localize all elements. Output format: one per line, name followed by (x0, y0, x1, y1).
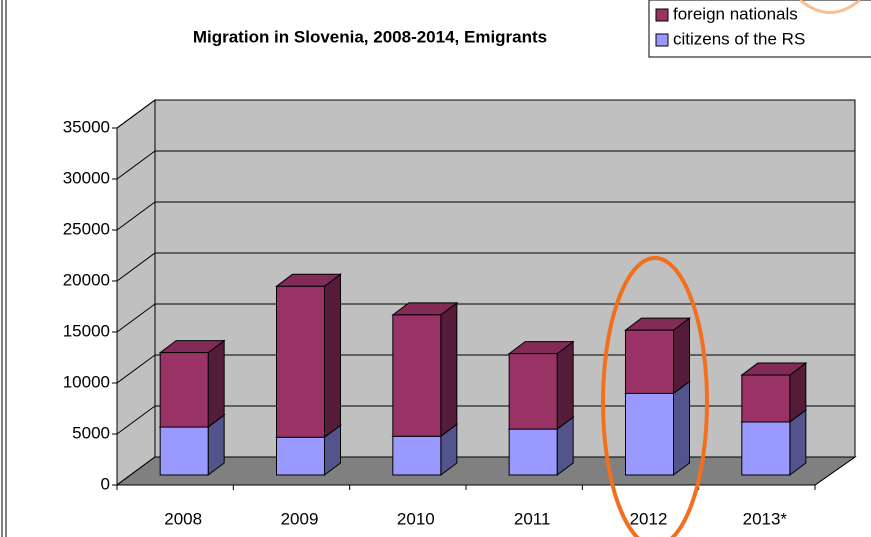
bar-side (440, 301, 458, 438)
y-tick-label: 5000 (72, 423, 110, 442)
x-tick-label: 2010 (397, 509, 435, 528)
bar (741, 421, 791, 476)
y-tick-label: 25000 (63, 219, 110, 238)
bar (276, 436, 325, 476)
bar-side (324, 273, 341, 439)
x-tick-label: 2009 (281, 509, 319, 528)
grid-line (116, 201, 156, 231)
bar-side (673, 317, 690, 395)
bar-side (673, 380, 690, 476)
highlight-arc (799, 0, 861, 14)
bar (159, 352, 209, 428)
grid-line (116, 150, 156, 180)
legend-label: foreign nationals (673, 4, 798, 23)
bar (392, 314, 442, 437)
side-wall (116, 99, 156, 486)
legend (648, 0, 871, 58)
grid-line (116, 252, 156, 282)
x-tick-label: 2008 (164, 509, 202, 528)
bar (508, 428, 558, 476)
legend-swatch (655, 33, 669, 47)
y-tick-label: 0 (101, 474, 110, 493)
bar-side (207, 339, 225, 429)
grid-line (116, 303, 156, 333)
legend-swatch (655, 8, 669, 22)
y-tick-label: 10000 (63, 372, 110, 391)
bar (276, 285, 325, 438)
x-tick-label: 2012 (630, 509, 668, 528)
bar (625, 392, 674, 476)
bar (741, 374, 791, 423)
bar (625, 329, 674, 394)
grid-line (116, 354, 156, 384)
legend-label: citizens of the RS (673, 29, 805, 48)
y-tick-label: 15000 (63, 321, 110, 340)
y-tick-label: 20000 (63, 270, 110, 289)
y-tick-label: 35000 (63, 117, 110, 136)
bar (159, 426, 209, 476)
x-tick-label: 2013* (743, 509, 788, 528)
chart-title: Migration in Slovenia, 2008-2014, Emigra… (193, 27, 547, 46)
highlight-ellipse (601, 256, 709, 537)
x-tick-label: 2011 (514, 509, 551, 528)
bar-side (556, 340, 574, 431)
bar (508, 353, 558, 430)
y-tick-label: 30000 (63, 168, 110, 187)
bar (392, 435, 442, 476)
grid-line (116, 405, 156, 435)
grid-line (116, 99, 156, 129)
